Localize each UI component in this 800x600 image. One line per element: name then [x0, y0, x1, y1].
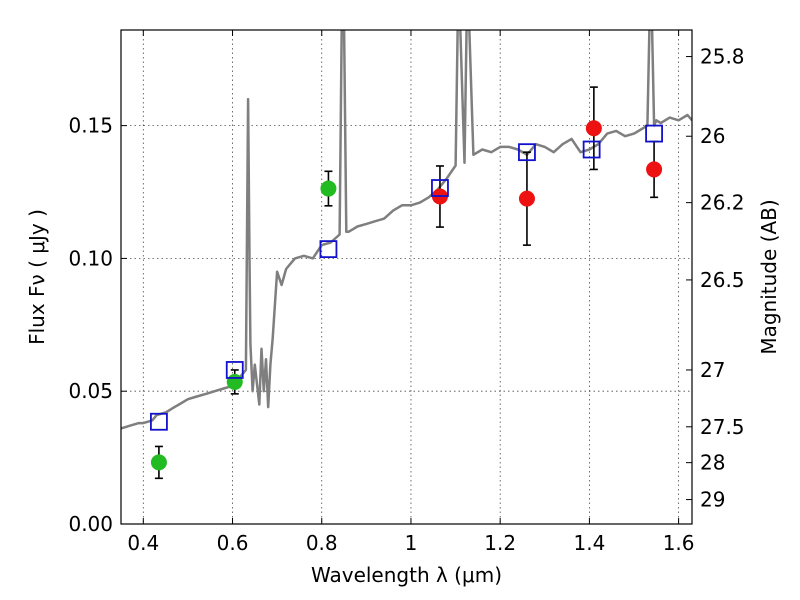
y-tick-label: 0.10	[68, 246, 113, 270]
right-tick-label: 25.8	[700, 45, 745, 69]
model-photometry-point	[518, 143, 536, 162]
axis-ticks: 0.4 0.6 0.8 1 1.2 1.4 1.6 0.00 0.05 0.10 0.15 25.8 2…	[68, 30, 745, 555]
right-tick-label: 26.5	[700, 268, 745, 292]
right-tick-label: 27	[700, 358, 725, 382]
data-point	[646, 161, 663, 178]
model-photometry-point	[225, 361, 244, 379]
grid-lines	[121, 30, 692, 525]
right-tick-label: 29	[700, 488, 725, 512]
data-point	[320, 180, 337, 197]
data-point	[226, 373, 243, 390]
model-photometry-point	[319, 240, 338, 259]
x-tick-label: 1.2	[484, 531, 516, 555]
y-tick-label: 0.15	[68, 114, 113, 138]
data-point	[585, 120, 602, 137]
right-tick-label: 28	[700, 451, 725, 475]
model-spectrum-line	[121, 30, 692, 430]
model-photometry-point	[150, 412, 168, 431]
x-axis-label: Wavelength λ (μm)	[311, 563, 502, 587]
x-tick-label: 1	[405, 531, 418, 555]
data-point	[518, 190, 535, 207]
right-tick-label: 27.5	[700, 415, 745, 439]
y-tick-label: 0.05	[68, 379, 113, 403]
x-tick-label: 0.8	[306, 531, 338, 555]
y-axis-label: Flux Fν ( μJy )	[25, 209, 49, 345]
model-photometry-point	[582, 140, 601, 159]
right-axis-label: Magnitude (AB)	[757, 199, 781, 354]
x-tick-label: 0.4	[127, 531, 159, 555]
x-tick-label: 1.4	[573, 531, 605, 555]
plot-frame	[120, 29, 693, 525]
y-tick-label: 0.00	[68, 512, 113, 536]
right-tick-label: 26	[700, 124, 725, 148]
data-point	[150, 454, 167, 471]
model-photometry-point	[645, 124, 663, 143]
right-tick-label: 26.2	[700, 191, 745, 215]
x-tick-label: 0.6	[217, 531, 249, 555]
x-tick-label: 1.6	[663, 531, 695, 555]
model-photometry-point	[431, 179, 449, 197]
plot-area	[121, 30, 692, 480]
